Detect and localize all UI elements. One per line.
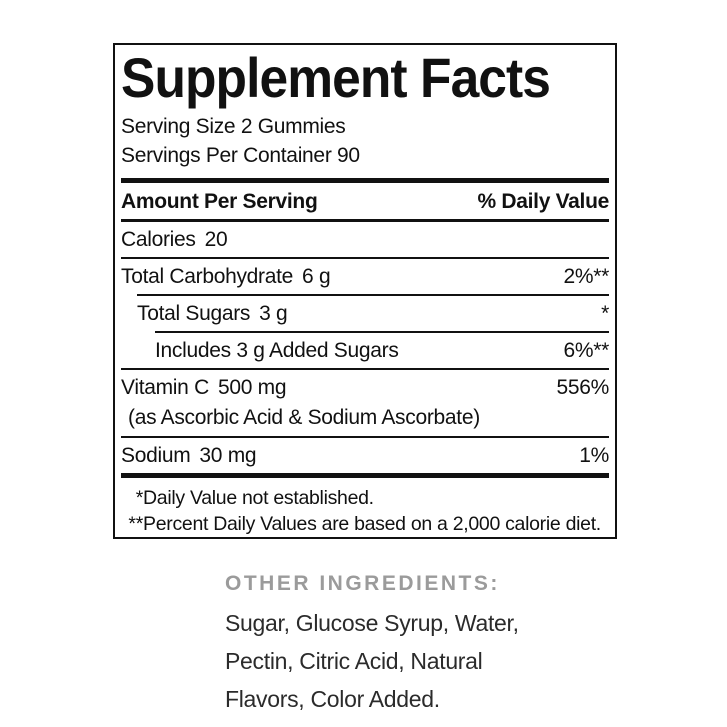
nutrient-row-vitamin-c: Vitamin C 500 mg 556% (as Ascorbic Acid … xyxy=(121,368,609,436)
nutrient-name: Total Sugars xyxy=(137,302,251,326)
column-header-row: Amount Per Serving % Daily Value xyxy=(121,183,609,223)
nutrient-amount: 30 mg xyxy=(199,444,257,468)
nutrient-row-calories: Calories 20 xyxy=(121,222,609,257)
thick-divider-bottom xyxy=(121,473,609,479)
nutrient-daily-value: 1% xyxy=(579,444,609,468)
amount-per-serving-header: Amount Per Serving xyxy=(121,190,318,214)
other-ingredients-heading: OTHER INGREDIENTS: xyxy=(225,572,500,595)
nutrient-amount: 6 g xyxy=(302,265,331,289)
footnote-marker: * xyxy=(135,487,144,510)
nutrient-daily-value: 6%** xyxy=(563,339,610,363)
nutrient-name: Calories xyxy=(121,228,196,252)
nutrient-source-detail: (as Ascorbic Acid & Sodium Ascorbate) xyxy=(128,406,480,430)
other-ingredients-line: Flavors, Color Added. xyxy=(225,686,440,712)
nutrient-daily-value: 2%** xyxy=(563,265,610,289)
footnote-dv-not-established: * Daily Value not established. xyxy=(121,485,609,511)
nutrient-name: Sodium xyxy=(121,444,191,468)
nutrient-name: Vitamin C xyxy=(121,376,209,400)
nutrient-name: Total Carbohydrate xyxy=(121,265,294,289)
nutrient-amount: 500 mg xyxy=(217,376,287,400)
supplement-facts-panel: Supplement Facts Serving Size 2 Gummies … xyxy=(113,43,617,539)
thick-divider-top xyxy=(121,178,609,184)
nutrient-row-total-sugars: Total Sugars 3 g * xyxy=(137,294,609,331)
nutrient-row-sodium: Sodium 30 mg 1% xyxy=(121,436,609,473)
nutrient-amount: 3 g xyxy=(259,302,288,326)
nutrient-amount: 20 xyxy=(204,228,228,252)
other-ingredients-line: Sugar, Glucose Syrup, Water, xyxy=(225,610,519,636)
footnote-marker: ** xyxy=(128,513,143,536)
nutrient-name: Includes 3 g Added Sugars xyxy=(155,339,399,363)
nutrient-row-added-sugars: Includes 3 g Added Sugars 6%** xyxy=(155,331,609,368)
servings-per-container-line: Servings Per Container 90 xyxy=(121,144,360,168)
serving-size-line: Serving Size 2 Gummies xyxy=(121,115,346,139)
footnotes: * Daily Value not established. ** Percen… xyxy=(121,478,609,537)
daily-value-header: % Daily Value xyxy=(477,190,609,214)
nutrient-daily-value: * xyxy=(601,302,609,326)
nutrient-row-total-carbohydrate: Total Carbohydrate 6 g 2%** xyxy=(121,257,609,294)
other-ingredients-section: OTHER INGREDIENTS: Sugar, Glucose Syrup,… xyxy=(225,571,519,718)
footnote-percent-daily-values: ** Percent Daily Values are based on a 2… xyxy=(121,511,609,537)
footnote-text: Percent Daily Values are based on a 2,00… xyxy=(143,513,601,536)
footnote-text: Daily Value not established. xyxy=(143,487,374,510)
supplement-facts-content: Supplement Facts Serving Size 2 Gummies … xyxy=(115,45,615,537)
other-ingredients-line: Pectin, Citric Acid, Natural xyxy=(225,648,483,674)
nutrient-daily-value: 556% xyxy=(556,376,609,400)
panel-title: Supplement Facts xyxy=(121,46,551,109)
